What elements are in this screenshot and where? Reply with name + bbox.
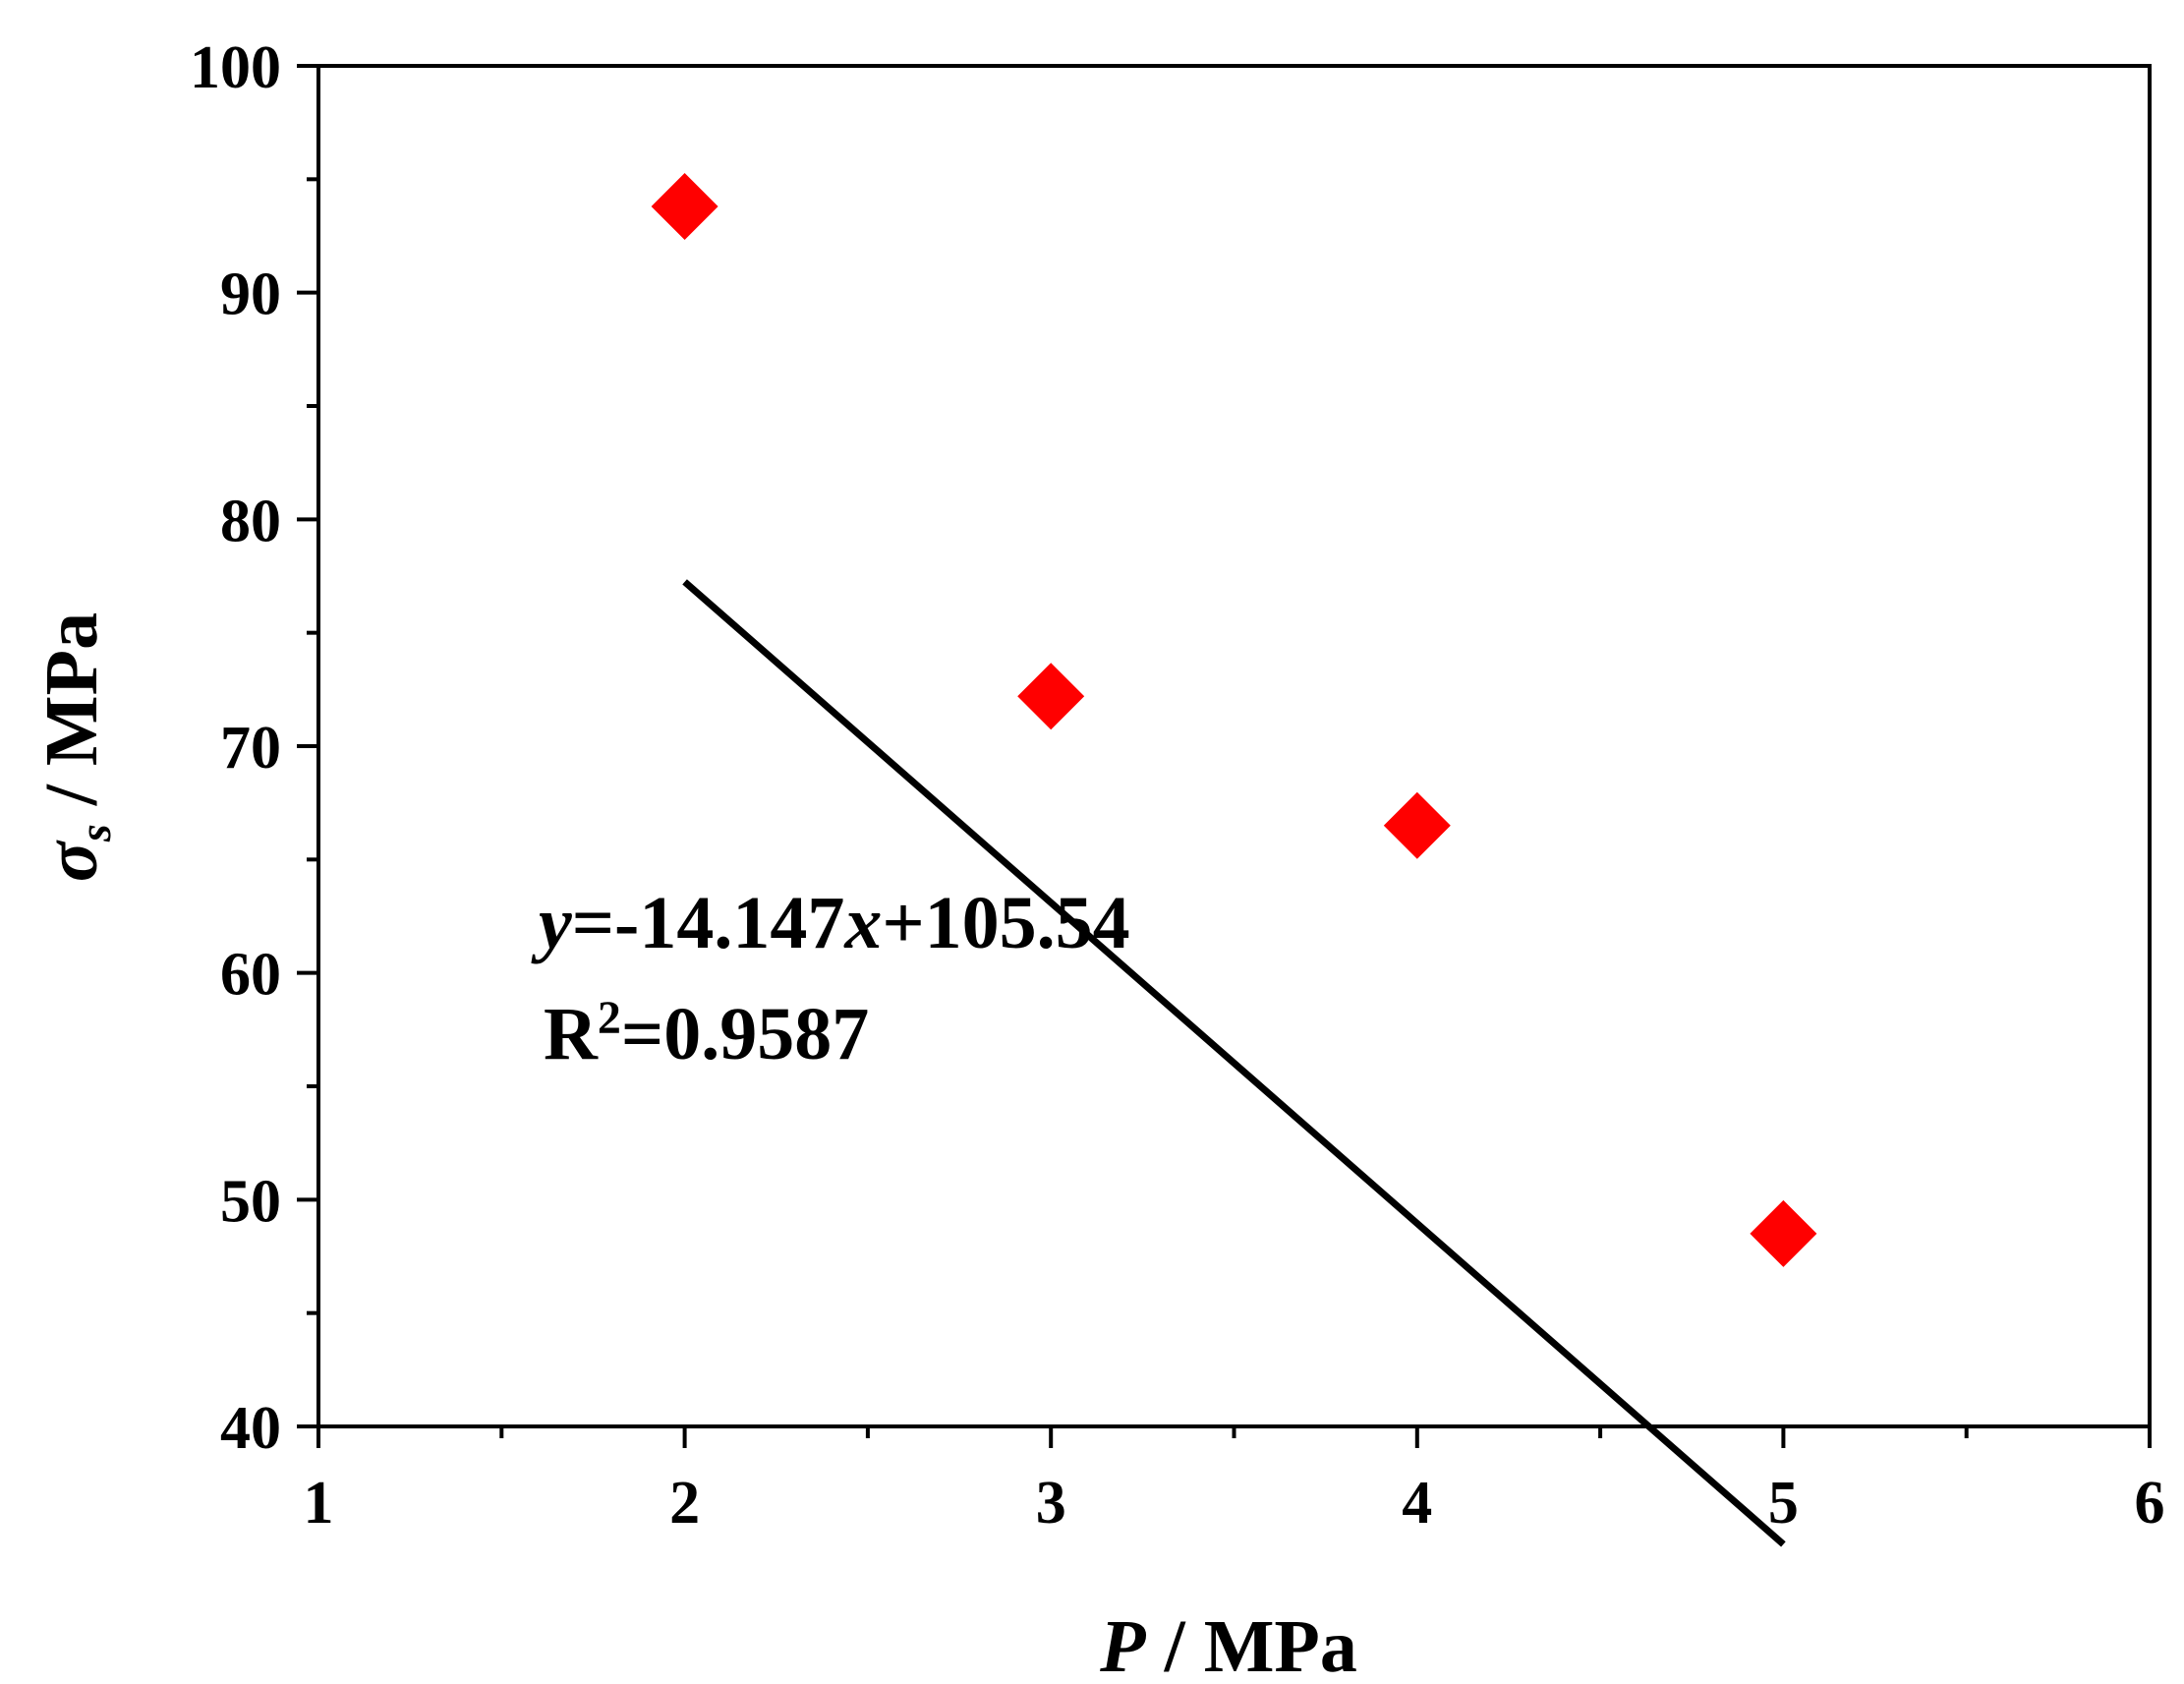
r-squared-sup: 2 <box>598 992 621 1044</box>
x-tick-label: 1 <box>304 1470 334 1537</box>
r-squared-value: =0.9587 <box>621 993 869 1075</box>
r-squared-prefix: R <box>544 993 599 1075</box>
fit-line <box>682 579 1786 1547</box>
x-tick-label: 5 <box>1768 1470 1799 1537</box>
y-tick-label: 100 <box>190 34 281 101</box>
data-point <box>1383 791 1451 859</box>
y-axis-symbol: σ <box>30 840 113 882</box>
x-axis-title: P / MPa <box>1099 1605 1357 1684</box>
x-tick-label: 6 <box>2135 1470 2165 1537</box>
x-axis-unit: / MPa <box>1146 1605 1357 1684</box>
x-axis-ticks: 1 2 3 4 5 6 <box>304 1426 2165 1537</box>
fit-line-layer <box>682 579 1786 1547</box>
equation-middle: =-14.147 <box>572 882 845 964</box>
plot-frame <box>316 64 2152 1428</box>
y-tick-label: 50 <box>220 1168 281 1235</box>
equation-y-var: y <box>531 882 572 964</box>
r-squared: R2=0.9587 <box>544 992 869 1075</box>
fit-equation: y=-14.147x+105.54 <box>531 882 1130 964</box>
x-tick-label: 3 <box>1036 1470 1066 1537</box>
y-axis-ticks: 40 50 60 70 80 90 100 <box>190 34 318 1462</box>
data-points-layer <box>651 173 1817 1267</box>
x-tick-label: 2 <box>669 1470 700 1537</box>
y-tick-label: 80 <box>220 488 281 554</box>
data-point <box>1750 1199 1817 1267</box>
y-tick-label: 40 <box>220 1395 281 1462</box>
y-tick-label: 60 <box>220 942 281 1009</box>
y-axis-subscript: s <box>70 824 120 842</box>
y-tick-label: 90 <box>220 261 281 328</box>
data-point <box>651 173 718 241</box>
y-tick-label: 70 <box>220 715 281 782</box>
data-point <box>1017 663 1085 730</box>
x-axis-symbol: P <box>1099 1605 1146 1684</box>
x-tick-label: 4 <box>1402 1470 1432 1537</box>
plot-border <box>316 64 2152 1428</box>
equation-tail: +105.54 <box>882 882 1129 964</box>
y-axis-title: σs / MPa <box>30 612 120 882</box>
equation-x-var: x <box>843 882 882 964</box>
y-axis-unit: / MPa <box>30 612 113 824</box>
